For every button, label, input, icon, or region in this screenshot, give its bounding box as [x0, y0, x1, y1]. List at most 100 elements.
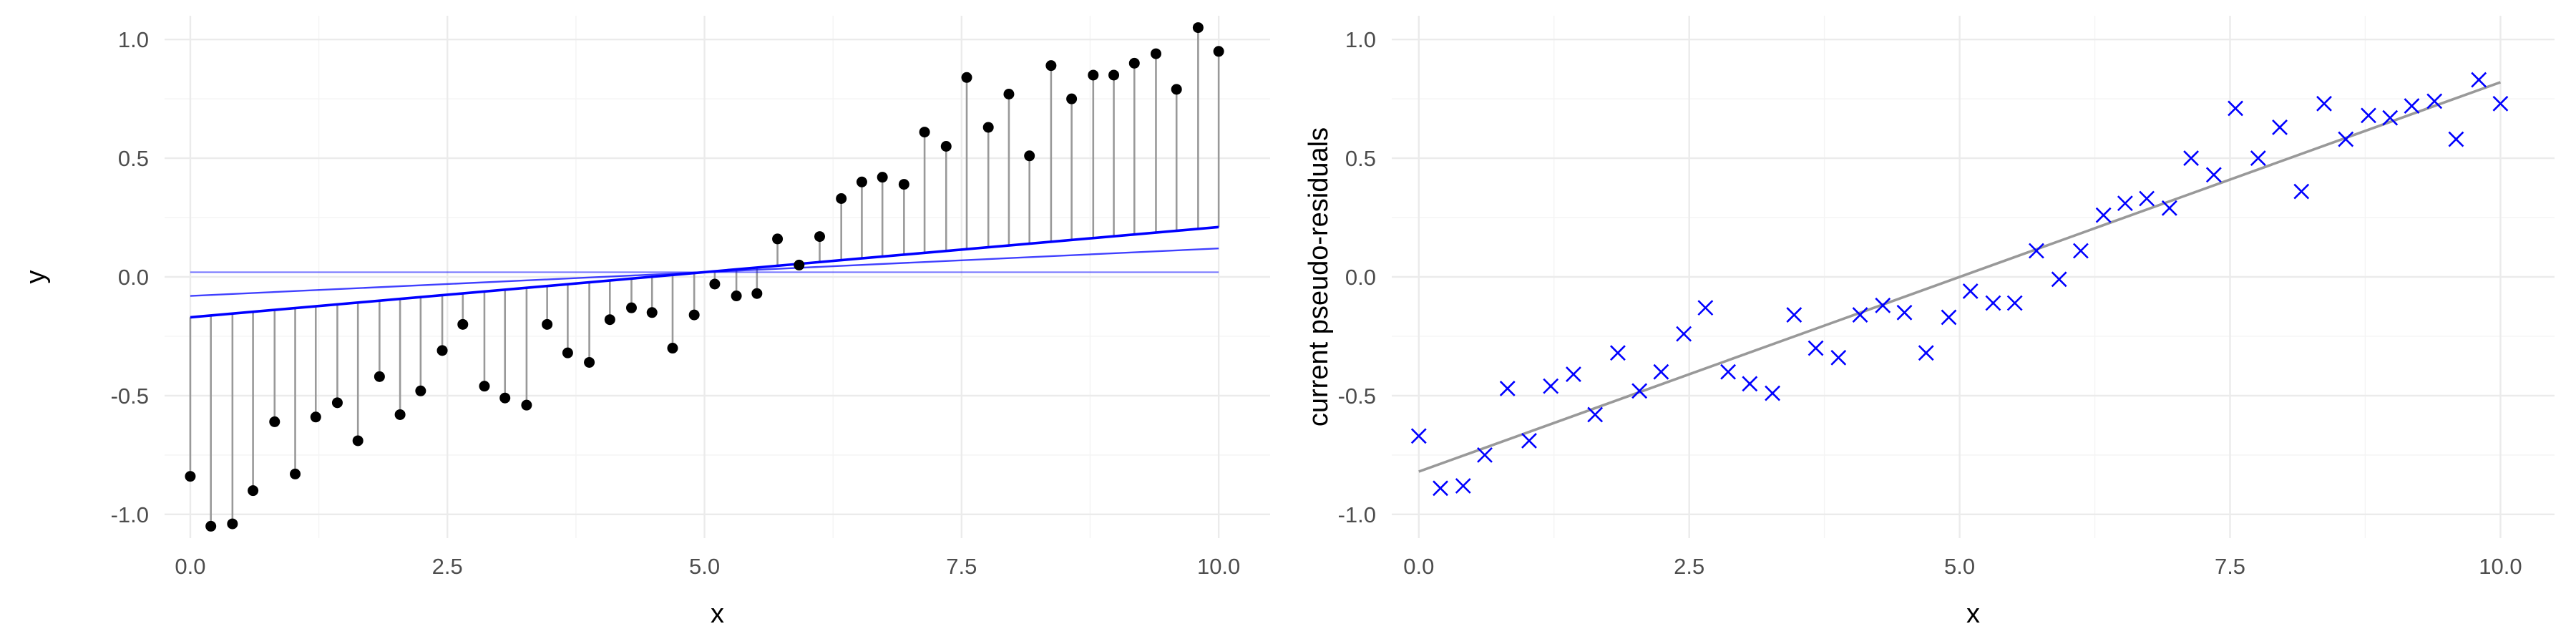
- y-axis-title: y: [21, 270, 51, 284]
- x-axis-title: x: [711, 599, 724, 629]
- residual-cross: [1765, 385, 1781, 401]
- residual-cross: [1786, 307, 1802, 323]
- data-point: [709, 278, 721, 290]
- data-point: [457, 318, 469, 330]
- x-tick-label: 2.5: [1674, 554, 1704, 579]
- data-point: [248, 485, 259, 497]
- y-tick-label: -1.0: [1338, 502, 1376, 527]
- data-point: [415, 385, 426, 396]
- y-tick-label: 0.0: [1345, 265, 1376, 290]
- x-tick-label: 0.0: [1403, 554, 1434, 579]
- residual-cross: [1433, 480, 1448, 497]
- data-point: [794, 259, 805, 270]
- y-tick-label: -1.0: [111, 502, 149, 527]
- y-tick-label: 0.5: [1345, 146, 1376, 171]
- data-point: [542, 318, 553, 330]
- residual-cross: [1807, 340, 1824, 356]
- fit-lines: [190, 225, 1219, 319]
- y-tick-label: 1.0: [118, 27, 149, 52]
- x-tick-label: 10.0: [2479, 554, 2522, 579]
- data-point: [772, 233, 784, 245]
- left-panel: 0.0 2.5 5.0 7.5 10.0 -1.0 -0.5 0.0 0.5 1.0 x y: [21, 16, 1270, 629]
- x-tick-label: 10.0: [1197, 554, 1240, 579]
- data-point: [374, 371, 385, 382]
- residual-cross: [2426, 93, 2443, 109]
- residual-cross: [2404, 98, 2420, 114]
- residual-cross: [2205, 167, 2222, 183]
- residual-cross: [1985, 295, 2001, 311]
- data-point: [521, 399, 532, 411]
- residual-cross: [1830, 349, 1847, 366]
- data-point: [310, 411, 321, 423]
- data-point: [898, 179, 909, 190]
- data-point: [751, 288, 763, 299]
- x-tick-label: 7.5: [946, 554, 977, 579]
- residual-cross: [1918, 345, 1934, 361]
- residual-cross: [1455, 478, 1471, 494]
- y-axis-title: current pseudo-residuals: [1304, 127, 1334, 426]
- data-point: [1128, 57, 1140, 69]
- residual-crosses: [1410, 72, 2509, 497]
- data-point: [394, 409, 406, 420]
- residual-cross: [2338, 131, 2354, 147]
- data-point: [1088, 69, 1099, 81]
- residual-cross: [2471, 72, 2487, 88]
- residual-cross: [1941, 309, 1957, 326]
- residual-cross: [1477, 447, 1493, 463]
- residual-cross: [2228, 100, 2243, 117]
- y-tick-labels: -1.0 -0.5 0.0 0.5 1.0: [1338, 27, 1376, 527]
- data-point: [961, 72, 972, 83]
- residual-cross: [2382, 109, 2399, 126]
- data-point: [1066, 93, 1078, 104]
- data-point: [646, 307, 658, 318]
- y-tick-labels: -1.0 -0.5 0.0 0.5 1.0: [111, 27, 149, 527]
- data-point: [982, 122, 994, 133]
- data-point: [562, 347, 573, 358]
- x-tick-label: 5.0: [1944, 554, 1975, 579]
- x-tick-label: 2.5: [432, 554, 463, 579]
- residual-cross: [1676, 326, 1692, 342]
- residual-cross: [1410, 428, 1427, 444]
- data-point: [1108, 69, 1120, 81]
- y-tick-label: -0.5: [1338, 384, 1376, 409]
- residual-cross: [2448, 131, 2464, 147]
- y-tick-label: 0.5: [118, 146, 149, 171]
- residual-cross: [1896, 304, 1913, 321]
- data-point: [269, 416, 280, 427]
- residual-cross: [1566, 366, 1581, 382]
- residual-cross: [2272, 119, 2288, 135]
- data-point: [1192, 22, 1204, 34]
- right-panel: 0.0 2.5 5.0 7.5 10.0 -1.0 -0.5 0.0 0.5 1.0 x curren…: [1304, 16, 2555, 629]
- data-point: [1003, 89, 1015, 99]
- residual-cross: [1521, 433, 1537, 449]
- data-point: [1150, 48, 1161, 59]
- residual-cross: [2183, 150, 2200, 167]
- x-tick-labels: 0.0 2.5 5.0 7.5 10.0: [175, 554, 1240, 579]
- residual-cross: [2117, 195, 2133, 212]
- data-point: [499, 392, 511, 404]
- trend-line: [1418, 81, 2502, 473]
- data-point: [479, 381, 490, 392]
- data-point: [814, 231, 826, 243]
- x-tick-label: 7.5: [2215, 554, 2245, 579]
- residual-cross: [1653, 364, 1669, 380]
- residual-cross: [1962, 283, 1979, 299]
- residual-cross: [1697, 300, 1714, 316]
- residual-cross: [1742, 376, 1758, 392]
- residual-cross: [1499, 381, 1516, 396]
- residual-cross: [2139, 190, 2155, 207]
- grid: [165, 16, 1270, 538]
- residual-cross: [1852, 307, 1868, 323]
- data-point: [877, 172, 888, 183]
- data-point: [1171, 84, 1182, 95]
- x-tick-label: 0.0: [175, 554, 205, 579]
- residual-cross: [2293, 183, 2310, 200]
- residual-cross: [1875, 297, 1891, 313]
- data-point: [584, 356, 595, 368]
- data-point: [940, 141, 952, 152]
- data-point: [205, 520, 217, 532]
- y-tick-label: 0.0: [118, 265, 149, 290]
- data-point: [352, 435, 364, 447]
